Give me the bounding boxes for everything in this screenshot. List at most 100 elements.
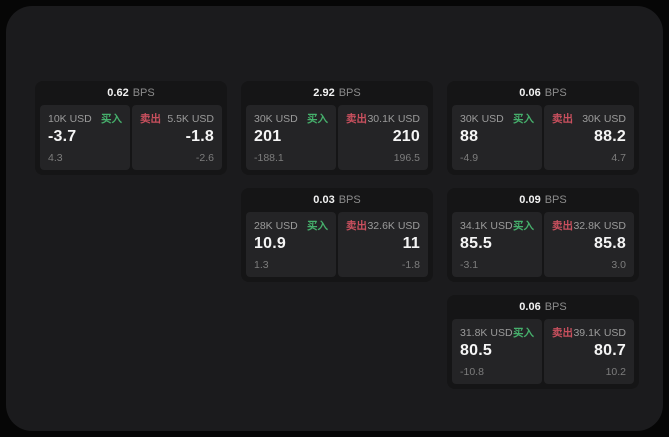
sell-panel-top: 卖出 30K USD xyxy=(552,113,626,125)
buy-side-label: 买入 xyxy=(513,113,534,125)
buy-panel[interactable]: 31.8K USD 买入 80.5 -10.8 xyxy=(452,319,542,384)
buy-panel-top: 34.1K USD 买入 xyxy=(460,220,534,232)
buy-sub-value: -188.1 xyxy=(254,152,284,164)
buy-price: 80.5 xyxy=(460,342,492,359)
buy-sub-value: 4.3 xyxy=(48,152,63,164)
buy-amount: 28K USD xyxy=(254,220,298,232)
sell-sub-value: 3.0 xyxy=(611,259,626,271)
buy-sub-value: -3.1 xyxy=(460,259,479,271)
spread-unit-label: BPS xyxy=(338,87,361,99)
sell-panel-top: 卖出 30.1K USD xyxy=(346,113,420,125)
sell-panel[interactable]: 卖出 5.5K USD -1.8 -2.6 xyxy=(132,105,222,170)
quote-grid: 0.62 BPS 10K USD 买入 -3.7 4.3 卖出 5.5K USD… xyxy=(35,81,639,389)
buy-sell-panels: 28K USD 买入 10.9 1.3 卖出 32.6K USD 11 -1.8 xyxy=(241,212,433,282)
buy-sub-value: -4.9 xyxy=(460,152,479,164)
buy-panel[interactable]: 30K USD 买入 201 -188.1 xyxy=(246,105,336,170)
spread-header: 0.06 BPS xyxy=(447,81,639,105)
quote-card: 0.62 BPS 10K USD 买入 -3.7 4.3 卖出 5.5K USD… xyxy=(35,81,227,175)
sell-panel[interactable]: 卖出 30K USD 88.2 4.7 xyxy=(544,105,634,170)
quote-card: 2.92 BPS 30K USD 买入 201 -188.1 卖出 30.1K … xyxy=(241,81,433,175)
sell-price: 88.2 xyxy=(594,128,626,145)
sell-price: 80.7 xyxy=(594,342,626,359)
sell-side-label: 卖出 xyxy=(552,220,573,232)
sell-side-label: 卖出 xyxy=(552,113,573,125)
buy-sub-value: 1.3 xyxy=(254,259,269,271)
buy-side-label: 买入 xyxy=(513,327,534,339)
sell-price: 11 xyxy=(402,235,420,252)
buy-amount: 10K USD xyxy=(48,113,92,125)
spread-value: 0.06 xyxy=(519,87,541,99)
buy-panel[interactable]: 10K USD 买入 -3.7 4.3 xyxy=(40,105,130,170)
quote-card: 0.09 BPS 34.1K USD 买入 85.5 -3.1 卖出 32.8K… xyxy=(447,188,639,282)
buy-panel-top: 30K USD 买入 xyxy=(460,113,534,125)
spread-unit-label: BPS xyxy=(544,87,567,99)
buy-amount: 30K USD xyxy=(254,113,298,125)
buy-price: -3.7 xyxy=(48,128,77,145)
spread-unit-label: BPS xyxy=(132,87,155,99)
sell-panel-top: 卖出 39.1K USD xyxy=(552,327,626,339)
sell-amount: 32.8K USD xyxy=(573,220,626,232)
buy-side-label: 买入 xyxy=(101,113,122,125)
buy-panel-top: 28K USD 买入 xyxy=(254,220,328,232)
quote-card: 0.03 BPS 28K USD 买入 10.9 1.3 卖出 32.6K US… xyxy=(241,188,433,282)
buy-amount: 31.8K USD xyxy=(460,327,513,339)
sell-panel[interactable]: 卖出 30.1K USD 210 196.5 xyxy=(338,105,428,170)
sell-panel-top: 卖出 32.6K USD xyxy=(346,220,420,232)
buy-side-label: 买入 xyxy=(307,113,328,125)
buy-amount: 34.1K USD xyxy=(460,220,513,232)
sell-side-label: 卖出 xyxy=(552,327,573,339)
buy-price: 10.9 xyxy=(254,235,286,252)
quote-board: 0.62 BPS 10K USD 买入 -3.7 4.3 卖出 5.5K USD… xyxy=(6,6,663,431)
buy-sell-panels: 30K USD 买入 201 -188.1 卖出 30.1K USD 210 1… xyxy=(241,105,433,175)
sell-sub-value: -1.8 xyxy=(401,259,420,271)
sell-side-label: 卖出 xyxy=(140,113,161,125)
sell-panel[interactable]: 卖出 32.8K USD 85.8 3.0 xyxy=(544,212,634,277)
buy-sell-panels: 10K USD 买入 -3.7 4.3 卖出 5.5K USD -1.8 -2.… xyxy=(35,105,227,175)
buy-panel-top: 31.8K USD 买入 xyxy=(460,327,534,339)
sell-panel[interactable]: 卖出 32.6K USD 11 -1.8 xyxy=(338,212,428,277)
spread-unit-label: BPS xyxy=(544,301,567,313)
buy-panel[interactable]: 34.1K USD 买入 85.5 -3.1 xyxy=(452,212,542,277)
sell-sub-value: 196.5 xyxy=(393,152,420,164)
buy-sell-panels: 31.8K USD 买入 80.5 -10.8 卖出 39.1K USD 80.… xyxy=(447,319,639,389)
sell-price: -1.8 xyxy=(185,128,214,145)
spread-unit-label: BPS xyxy=(544,194,567,206)
sell-amount: 39.1K USD xyxy=(573,327,626,339)
quote-card: 0.06 BPS 30K USD 买入 88 -4.9 卖出 30K USD 8… xyxy=(447,81,639,175)
sell-panel-top: 卖出 32.8K USD xyxy=(552,220,626,232)
sell-panel[interactable]: 卖出 39.1K USD 80.7 10.2 xyxy=(544,319,634,384)
spread-header: 0.03 BPS xyxy=(241,188,433,212)
buy-panel[interactable]: 28K USD 买入 10.9 1.3 xyxy=(246,212,336,277)
buy-sell-panels: 34.1K USD 买入 85.5 -3.1 卖出 32.8K USD 85.8… xyxy=(447,212,639,282)
buy-amount: 30K USD xyxy=(460,113,504,125)
sell-sub-value: 4.7 xyxy=(611,152,626,164)
buy-side-label: 买入 xyxy=(513,220,534,232)
sell-amount: 30K USD xyxy=(582,113,626,125)
spread-value: 0.09 xyxy=(519,194,541,206)
spread-unit-label: BPS xyxy=(338,194,361,206)
spread-value: 0.03 xyxy=(313,194,335,206)
sell-side-label: 卖出 xyxy=(346,113,367,125)
sell-amount: 32.6K USD xyxy=(367,220,420,232)
sell-side-label: 卖出 xyxy=(346,220,367,232)
buy-price: 88 xyxy=(460,128,479,145)
buy-side-label: 买入 xyxy=(307,220,328,232)
spread-header: 0.62 BPS xyxy=(35,81,227,105)
sell-sub-value: 10.2 xyxy=(605,366,626,378)
sell-panel-top: 卖出 5.5K USD xyxy=(140,113,214,125)
buy-sub-value: -10.8 xyxy=(460,366,484,378)
buy-price: 201 xyxy=(254,128,282,145)
spread-header: 2.92 BPS xyxy=(241,81,433,105)
sell-amount: 5.5K USD xyxy=(167,113,214,125)
buy-panel-top: 10K USD 买入 xyxy=(48,113,122,125)
buy-panel[interactable]: 30K USD 买入 88 -4.9 xyxy=(452,105,542,170)
sell-price: 210 xyxy=(392,128,420,145)
spread-value: 0.06 xyxy=(519,301,541,313)
sell-sub-value: -2.6 xyxy=(195,152,214,164)
spread-value: 0.62 xyxy=(107,87,129,99)
sell-amount: 30.1K USD xyxy=(367,113,420,125)
spread-header: 0.06 BPS xyxy=(447,295,639,319)
spread-value: 2.92 xyxy=(313,87,335,99)
sell-price: 85.8 xyxy=(594,235,626,252)
